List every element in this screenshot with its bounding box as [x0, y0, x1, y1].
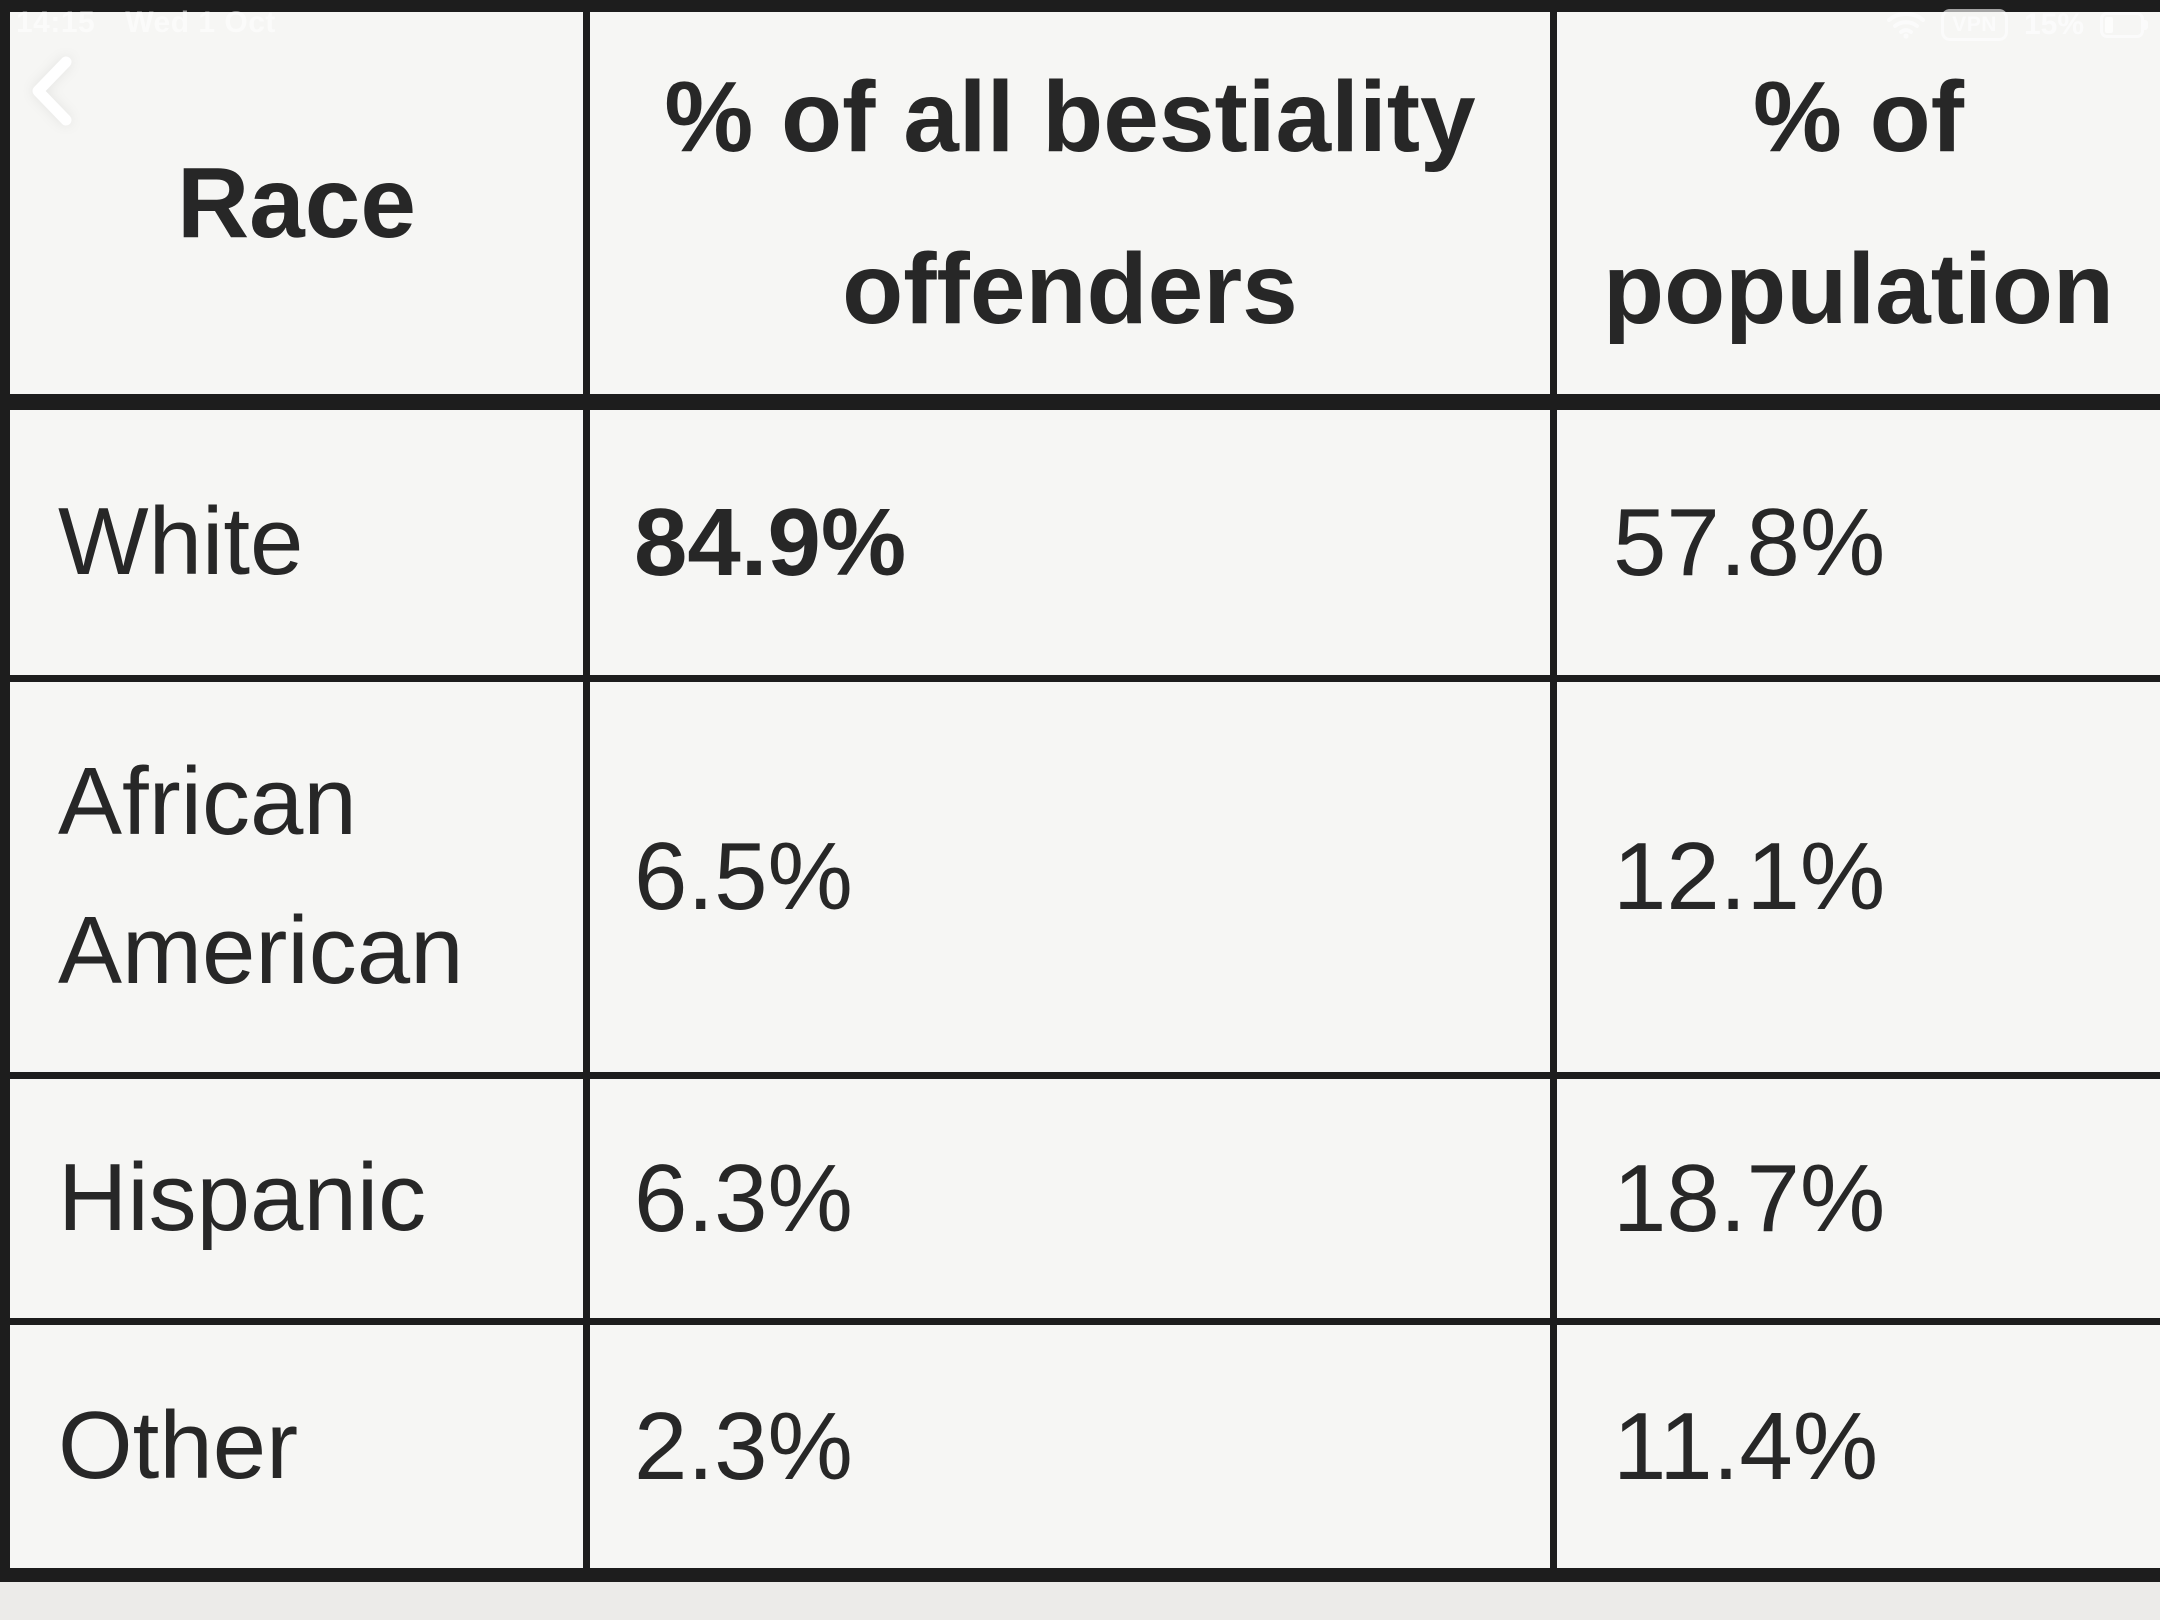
- offender-race-table: Race % of all bestiality offenders % of …: [0, 0, 2160, 1582]
- back-chevron-icon: [32, 56, 72, 126]
- cell-offenders-hispanic: 6.3%: [590, 1079, 1557, 1325]
- cell-population-hispanic: 18.7%: [1557, 1079, 2160, 1325]
- header-population: % of population: [1557, 12, 2160, 410]
- vpn-badge: VPN: [1941, 9, 2008, 41]
- cell-race-hispanic: Hispanic: [10, 1079, 590, 1325]
- cell-population-other: 11.4%: [1557, 1325, 2160, 1568]
- header-offenders: % of all bestiality offenders: [590, 12, 1557, 410]
- cell-offenders-other: 2.3%: [590, 1325, 1557, 1568]
- cell-race-african-american: African American: [10, 682, 590, 1079]
- cell-population-african-american: 12.1%: [1557, 682, 2160, 1079]
- battery-icon: [2100, 12, 2148, 38]
- back-button[interactable]: [24, 52, 84, 130]
- cell-offenders-african-american: 6.5%: [590, 682, 1557, 1079]
- wifi-icon: [1887, 12, 1926, 39]
- status-bar-right: VPN 15%: [1887, 8, 2148, 42]
- cell-race-other: Other: [10, 1325, 590, 1568]
- cell-race-white: White: [10, 410, 590, 682]
- header-race: Race: [10, 12, 590, 410]
- cell-population-white: 57.8%: [1557, 410, 2160, 682]
- battery-percent-label: 15%: [2023, 8, 2084, 41]
- cell-offenders-white: 84.9%: [590, 410, 1557, 682]
- table-grid: Race % of all bestiality offenders % of …: [10, 12, 2160, 1568]
